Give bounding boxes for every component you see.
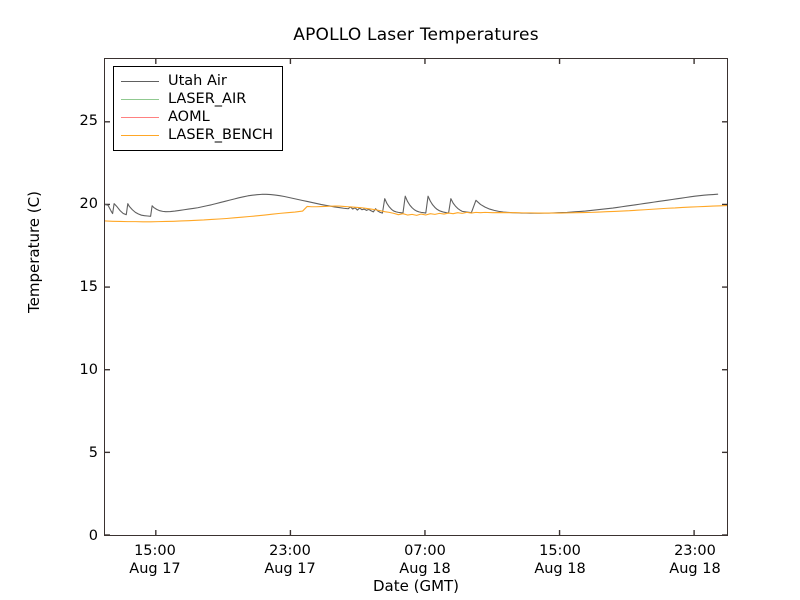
plot-svg [105, 59, 727, 535]
y-axis-tick-labels: 0 5 10 15 20 25 [44, 0, 98, 600]
legend-item-label: LASER_BENCH [168, 127, 274, 143]
x-tick-time: 07:00 [404, 543, 446, 559]
x-tick-label: 15:00 Aug 18 [500, 542, 620, 578]
axis-ticks [105, 59, 727, 535]
x-tick-time: 23:00 [269, 543, 311, 559]
x-axis-tick-labels: 15:00 Aug 17 23:00 Aug 17 07:00 Aug 18 15:00 Au… [0, 542, 800, 588]
x-tick-date: Aug 17 [264, 561, 316, 577]
x-tick-date: Aug 18 [399, 561, 451, 577]
legend-color-swatch [121, 134, 159, 136]
x-tick-label: 23:00 Aug 18 [635, 542, 755, 578]
legend: Utah Air LASER_AIR AOML LASER_BENCH [113, 66, 284, 151]
series-line-laser-bench [105, 206, 727, 222]
x-tick-label: 07:00 Aug 18 [365, 542, 485, 578]
x-tick-label: 23:00 Aug 17 [230, 542, 350, 578]
y-tick-label: 25 [79, 113, 98, 130]
legend-item[interactable]: AOML [121, 108, 273, 126]
page-title: APOLLO Laser Temperatures [293, 25, 539, 45]
y-tick-label: 20 [79, 196, 98, 213]
x-tick-label: 15:00 Aug 17 [95, 542, 215, 578]
legend-color-swatch [121, 98, 159, 100]
legend-color-swatch [121, 116, 159, 118]
y-axis-label: Temperature (C) [25, 191, 43, 313]
x-tick-time: 15:00 [539, 543, 581, 559]
series-line-utah-air [105, 194, 718, 216]
legend-item[interactable]: LASER_BENCH [121, 126, 273, 144]
legend-item-label: AOML [168, 109, 210, 125]
x-axis-label: Date (GMT) [372, 577, 460, 595]
legend-item-label: Utah Air [168, 73, 227, 89]
y-tick-label: 10 [79, 362, 98, 379]
legend-color-swatch [121, 80, 159, 82]
x-tick-time: 15:00 [134, 543, 176, 559]
legend-item[interactable]: LASER_AIR [121, 90, 273, 108]
x-tick-date: Aug 17 [129, 561, 181, 577]
y-tick-label: 5 [88, 445, 98, 461]
legend-item[interactable]: Utah Air [121, 72, 273, 90]
y-tick-label: 15 [79, 279, 98, 296]
x-tick-time: 23:00 [674, 543, 716, 559]
legend-item-label: LASER_AIR [168, 91, 247, 107]
x-tick-date: Aug 18 [534, 561, 586, 577]
y-tick-label: 0 [88, 528, 98, 544]
x-tick-date: Aug 18 [669, 561, 721, 577]
